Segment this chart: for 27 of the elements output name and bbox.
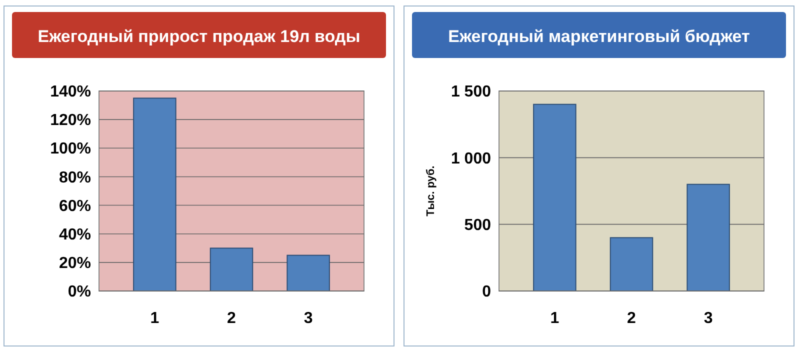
bar — [286, 254, 330, 292]
y-tick-label: 20% — [58, 255, 91, 272]
x-tick-label: 2 — [227, 310, 236, 327]
y-tick-label: 0% — [68, 284, 91, 301]
y-tick-label: 40% — [58, 226, 91, 244]
x-tick-label: 1 — [550, 310, 560, 327]
y-tick-label: 140% — [50, 84, 91, 101]
bar — [610, 237, 654, 292]
x-tick-label: 3 — [304, 310, 313, 327]
bar — [686, 184, 730, 292]
y-tick-label: 1 500 — [450, 84, 492, 101]
x-tick-label: 1 — [150, 310, 160, 327]
x-tick-label: 2 — [627, 310, 636, 327]
y-tick-label: 1 000 — [450, 150, 492, 168]
chart-title: Ежегодный маркетинговый бюджет — [448, 27, 750, 46]
y-axis-title: Тыс. руб. — [425, 166, 437, 216]
y-tick-label: 60% — [58, 198, 91, 215]
bar — [533, 104, 576, 292]
bar — [133, 98, 176, 292]
chart-title: Ежегодный прирост продаж 19л воды — [38, 27, 360, 46]
y-tick-label: 500 — [464, 216, 492, 234]
y-tick-label: 80% — [58, 169, 91, 186]
y-tick-label: 120% — [50, 112, 91, 130]
x-tick-label: 3 — [704, 310, 713, 327]
bar — [210, 248, 254, 292]
y-tick-label: 0 — [482, 284, 492, 301]
y-tick-label: 100% — [50, 140, 91, 158]
